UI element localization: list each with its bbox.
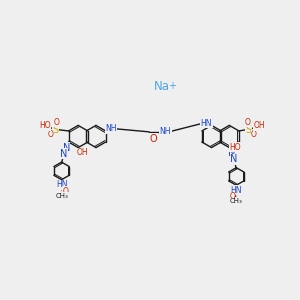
Text: N: N bbox=[62, 143, 70, 153]
Text: HN: HN bbox=[230, 186, 242, 195]
Text: HO: HO bbox=[40, 121, 51, 130]
Text: N: N bbox=[228, 148, 235, 158]
Text: OH: OH bbox=[254, 121, 265, 130]
Text: NH: NH bbox=[105, 124, 116, 133]
Text: O: O bbox=[63, 187, 69, 196]
Text: S: S bbox=[53, 125, 59, 135]
Text: O: O bbox=[229, 192, 235, 201]
Text: N: N bbox=[60, 148, 68, 159]
Text: HO: HO bbox=[229, 142, 241, 152]
Text: Na: Na bbox=[154, 80, 170, 93]
Text: O: O bbox=[245, 118, 251, 127]
Text: O: O bbox=[251, 130, 257, 140]
Text: O: O bbox=[48, 130, 54, 140]
Text: S: S bbox=[246, 125, 252, 135]
Text: NH: NH bbox=[160, 128, 171, 136]
Text: O: O bbox=[54, 118, 60, 127]
Text: HN: HN bbox=[201, 118, 212, 127]
Text: CH₃: CH₃ bbox=[230, 198, 243, 204]
Text: N: N bbox=[230, 154, 238, 164]
Text: OH: OH bbox=[76, 148, 88, 157]
Text: +: + bbox=[168, 81, 176, 91]
Text: O: O bbox=[150, 134, 158, 144]
Text: CH₃: CH₃ bbox=[55, 193, 68, 199]
Text: HN: HN bbox=[56, 180, 67, 189]
